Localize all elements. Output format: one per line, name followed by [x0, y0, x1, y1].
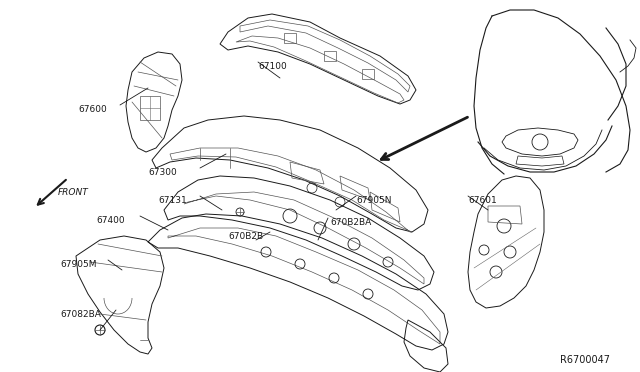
Text: 67082BA: 67082BA	[60, 310, 101, 319]
Text: R6700047: R6700047	[560, 355, 610, 365]
Text: 67300: 67300	[148, 168, 177, 177]
Text: FRONT: FRONT	[58, 188, 89, 197]
Text: 67131: 67131	[158, 196, 187, 205]
Text: 67905M: 67905M	[60, 260, 97, 269]
Text: 670B2B: 670B2B	[228, 232, 263, 241]
Text: 67600: 67600	[78, 105, 107, 114]
Text: 67601: 67601	[468, 196, 497, 205]
Text: 67905N: 67905N	[356, 196, 392, 205]
Text: 67400: 67400	[96, 216, 125, 225]
Text: 67100: 67100	[258, 62, 287, 71]
Text: 670B2BA: 670B2BA	[330, 218, 371, 227]
